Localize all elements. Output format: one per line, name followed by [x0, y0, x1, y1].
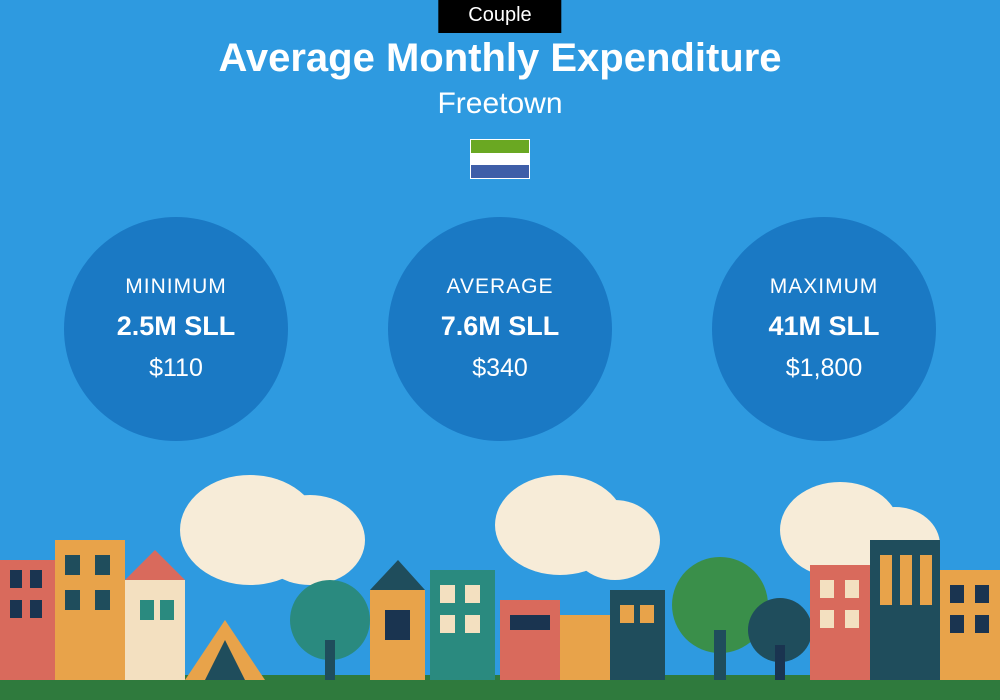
stat-primary: 2.5M SLL: [117, 311, 236, 342]
stat-primary: 41M SLL: [768, 311, 879, 342]
stat-label: MAXIMUM: [770, 275, 879, 299]
flag-stripe-top: [471, 140, 529, 153]
flag-stripe-bot: [471, 165, 529, 178]
stats-row: MINIMUM 2.5M SLL $110 AVERAGE 7.6M SLL $…: [0, 217, 1000, 441]
city-subtitle: Freetown: [0, 87, 1000, 121]
stat-secondary: $110: [149, 354, 203, 383]
cityscape-illustration: [0, 470, 1000, 700]
stat-primary: 7.6M SLL: [441, 311, 560, 342]
stat-secondary: $1,800: [786, 354, 862, 383]
badge-label: Couple: [468, 4, 531, 26]
stat-circle-average: AVERAGE 7.6M SLL $340: [388, 217, 612, 441]
stat-circle-maximum: MAXIMUM 41M SLL $1,800: [712, 217, 936, 441]
stat-label: AVERAGE: [447, 275, 554, 299]
household-badge: Couple: [438, 0, 561, 33]
stat-label: MINIMUM: [125, 275, 226, 299]
stat-secondary: $340: [472, 354, 528, 383]
stat-circle-minimum: MINIMUM 2.5M SLL $110: [64, 217, 288, 441]
infographic-page: Couple Average Monthly Expenditure Freet…: [0, 0, 1000, 700]
flag-stripe-mid: [471, 153, 529, 166]
country-flag: [470, 139, 530, 179]
